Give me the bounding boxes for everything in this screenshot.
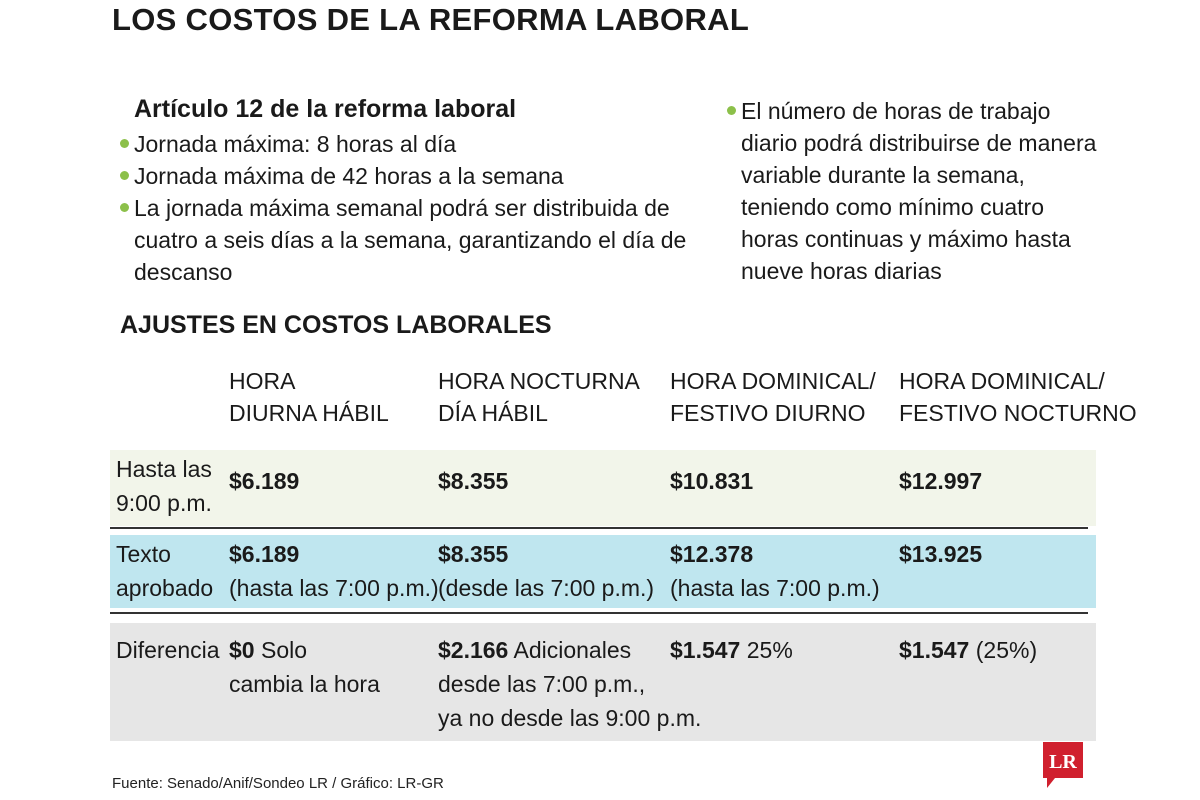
bullet-item: La jornada máxima semanal podrá ser dist… — [118, 192, 688, 288]
bullet-text: Jornada máxima: 8 horas al día — [134, 131, 457, 157]
cell-amount: $13.925 — [899, 541, 983, 567]
table-cell: $13.925 — [899, 537, 982, 571]
column-header-line: FESTIVO NOCTURNO — [899, 400, 1137, 426]
row-label: Texto aprobado — [116, 537, 213, 605]
column-header-line: HORA DOMINICAL/ — [670, 368, 876, 394]
page-title: LOS COSTOS DE LA REFORMA LABORAL — [112, 2, 750, 37]
cell-note: cambia la hora — [229, 671, 380, 697]
bullet-dot-icon — [727, 106, 736, 115]
table-cell: $1.547 25% — [670, 633, 793, 667]
column-header-line: HORA DOMINICAL/ — [899, 368, 1105, 394]
row-label-line: Texto — [116, 541, 171, 567]
column-header-line: HORA — [229, 368, 296, 394]
table-title: AJUSTES EN COSTOS LABORALES — [120, 311, 552, 339]
table-cell: $0 Solo cambia la hora — [229, 633, 380, 701]
article-right-bullet: El número de horas de trabajo diario pod… — [725, 95, 1105, 287]
bullet-item: El número de horas de trabajo diario pod… — [725, 95, 1105, 287]
cell-amount: $1.547 — [899, 637, 970, 663]
cell-note: (desde las 7:00 p.m.) — [438, 575, 655, 601]
column-header-line: HORA NOCTURNA — [438, 368, 640, 394]
cell-amount: $6.189 — [229, 468, 300, 494]
column-header-line: DÍA HÁBIL — [438, 400, 548, 426]
table-cell: $1.547 (25%) — [899, 633, 1037, 667]
bullet-item: Jornada máxima: 8 horas al día — [118, 128, 698, 160]
cell-note: (hasta las 7:00 p.m.) — [229, 575, 439, 601]
table-cell: $2.166 Adicionales desde las 7:00 p.m., … — [438, 633, 701, 735]
lr-logo-icon: LR — [1043, 742, 1083, 788]
row-divider — [110, 612, 1088, 614]
cell-note: (hasta las 7:00 p.m.) — [670, 575, 880, 601]
cell-suffix: (25%) — [969, 637, 1038, 663]
table-row-band — [110, 623, 1096, 741]
table-cell: $12.378 (hasta las 7:00 p.m.) — [670, 537, 880, 605]
cell-amount: $0 — [229, 637, 255, 663]
column-header-line: DIURNA HÁBIL — [229, 400, 389, 426]
cell-note: ya no desde las 9:00 p.m. — [438, 705, 702, 731]
bullet-dot-icon — [120, 203, 129, 212]
cell-suffix: Solo — [254, 637, 308, 663]
table-row-band — [110, 535, 1096, 608]
cell-suffix: Adicionales — [508, 637, 632, 663]
bullet-dot-icon — [120, 171, 129, 180]
cell-amount: $12.997 — [899, 468, 983, 494]
cell-amount: $6.189 — [229, 541, 300, 567]
cell-amount: $8.355 — [438, 468, 509, 494]
column-header: HORA NOCTURNA DÍA HÁBIL — [438, 365, 640, 429]
cell-amount: $8.355 — [438, 541, 509, 567]
row-label: Diferencia — [116, 633, 220, 667]
row-label: Hasta las 9:00 p.m. — [116, 452, 212, 520]
row-label-line: Hasta las — [116, 456, 212, 482]
bullet-text: El número de horas de trabajo diario pod… — [741, 98, 1097, 284]
column-header: HORA DOMINICAL/ FESTIVO DIURNO — [670, 365, 876, 429]
column-header-line: FESTIVO DIURNO — [670, 400, 866, 426]
cell-amount: $10.831 — [670, 468, 754, 494]
table-cell: $10.831 — [670, 464, 753, 498]
row-label-line: 9:00 p.m. — [116, 490, 212, 516]
cell-suffix: 25% — [740, 637, 793, 663]
bullet-item: Jornada máxima de 42 horas a la semana — [118, 160, 698, 192]
cell-amount: $12.378 — [670, 541, 754, 567]
column-header: HORA DOMINICAL/ FESTIVO NOCTURNO — [899, 365, 1137, 429]
bullet-text: Jornada máxima de 42 horas a la semana — [134, 163, 564, 189]
row-label-line: aprobado — [116, 575, 214, 601]
bullet-text: La jornada máxima semanal podrá ser dist… — [134, 195, 687, 285]
column-header: HORA DIURNA HÁBIL — [229, 365, 389, 429]
table-cell: $6.189 — [229, 464, 299, 498]
cell-note: desde las 7:00 p.m., — [438, 671, 646, 697]
table-cell: $8.355 (desde las 7:00 p.m.) — [438, 537, 654, 605]
article-heading: Artículo 12 de la reforma laboral — [134, 95, 517, 123]
source-note: Fuente: Senado/Anif/Sondeo LR / Gráfico:… — [112, 775, 444, 792]
table-cell: $8.355 — [438, 464, 508, 498]
table-cell: $6.189 (hasta las 7:00 p.m.) — [229, 537, 439, 605]
row-label-line: Diferencia — [116, 637, 220, 663]
cell-amount: $2.166 — [438, 637, 509, 663]
table-row-band — [110, 450, 1096, 526]
cell-amount: $1.547 — [670, 637, 741, 663]
row-divider — [110, 527, 1088, 529]
bullet-dot-icon — [120, 139, 129, 148]
article-bullet-list: Jornada máxima: 8 horas al día Jornada m… — [118, 128, 698, 288]
table-cell: $12.997 — [899, 464, 982, 498]
logo-text: LR — [1049, 751, 1077, 773]
